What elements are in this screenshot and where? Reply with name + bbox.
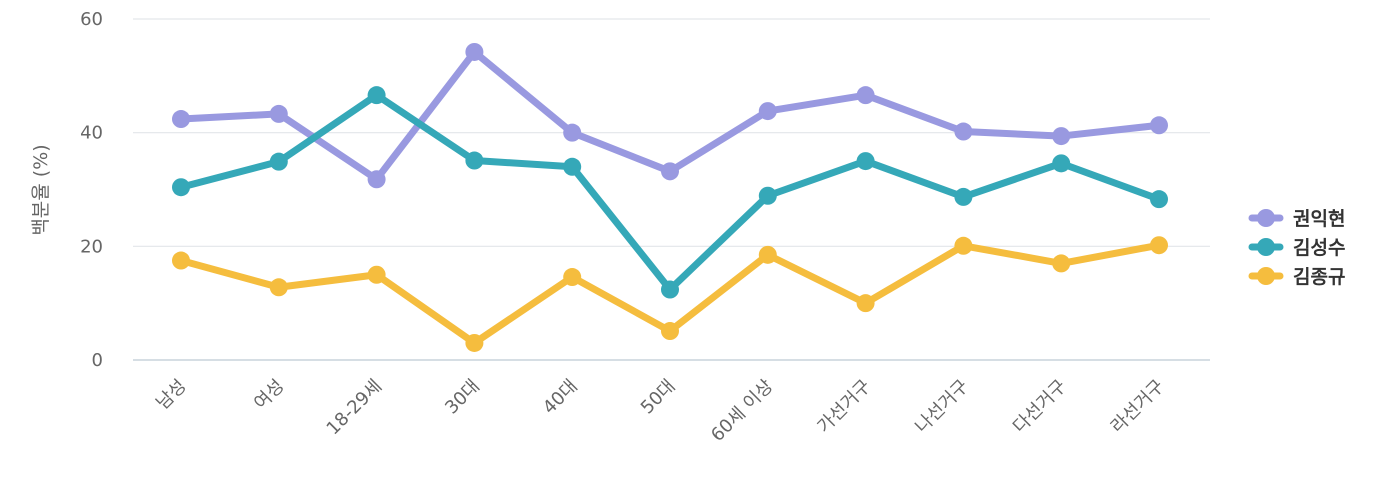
y-tick-label: 60	[80, 9, 103, 30]
data-point[interactable]	[954, 187, 973, 206]
data-point[interactable]	[367, 170, 386, 189]
x-tick-label: 40대	[539, 376, 582, 419]
series-2	[172, 86, 1168, 299]
legend-label: 김성수	[1293, 237, 1345, 259]
data-point[interactable]	[1052, 254, 1071, 273]
data-point[interactable]	[1150, 236, 1168, 255]
data-point[interactable]	[465, 151, 484, 170]
legend-item-2[interactable]: 김성수	[1248, 237, 1345, 259]
data-point[interactable]	[465, 42, 484, 61]
y-axis: 0 20 40 60 백분율 (%)	[30, 9, 103, 371]
data-point[interactable]	[367, 265, 386, 284]
x-tick-label: 30대	[441, 376, 484, 419]
data-point[interactable]	[465, 333, 484, 352]
legend-item-1[interactable]: 권익현	[1248, 208, 1345, 230]
x-tick-label: 다선거구	[1009, 376, 1071, 438]
data-point[interactable]	[661, 162, 679, 181]
legend-item-3[interactable]: 김종규	[1248, 266, 1345, 288]
x-tick-label: 60세 이상	[707, 376, 777, 446]
data-point[interactable]	[661, 322, 679, 341]
data-point[interactable]	[661, 280, 679, 299]
x-tick-label: 50대	[637, 376, 680, 419]
x-axis: 남성 여성 18-29세 30대 40대 50대 60세 이상 가선거구 나선거구 다선거구 라선거…	[152, 376, 1168, 446]
series-3	[172, 236, 1168, 352]
data-point[interactable]	[856, 152, 875, 171]
data-point[interactable]	[172, 110, 190, 129]
series-1	[172, 42, 1168, 189]
grid-lines	[133, 18, 1210, 361]
data-point[interactable]	[367, 86, 386, 105]
x-tick-label: 라선거구	[1107, 376, 1169, 438]
data-point[interactable]	[856, 294, 875, 313]
data-point[interactable]	[563, 157, 582, 176]
data-point[interactable]	[172, 178, 190, 197]
data-point[interactable]	[1052, 127, 1071, 146]
data-point[interactable]	[954, 122, 973, 141]
data-point[interactable]	[269, 278, 288, 297]
legend-label: 김종규	[1293, 266, 1345, 288]
legend-swatch-marker	[1257, 238, 1275, 256]
y-tick-label: 20	[80, 236, 103, 257]
x-tick-label: 나선거구	[911, 376, 973, 438]
data-point[interactable]	[1150, 190, 1168, 209]
x-tick-label: 18-29세	[323, 376, 387, 440]
legend-swatch-marker	[1257, 267, 1275, 285]
y-tick-label: 40	[80, 123, 103, 144]
data-point[interactable]	[269, 104, 288, 123]
series-group	[172, 42, 1168, 352]
data-point[interactable]	[269, 152, 288, 171]
data-point[interactable]	[758, 186, 777, 205]
data-point[interactable]	[563, 268, 582, 287]
x-tick-label: 가선거구	[813, 376, 875, 438]
data-point[interactable]	[856, 86, 875, 105]
x-tick-label: 남성	[152, 376, 190, 414]
data-point[interactable]	[1150, 116, 1168, 135]
data-point[interactable]	[563, 123, 582, 142]
legend-label: 권익현	[1293, 208, 1345, 230]
series-line	[177, 48, 1163, 183]
x-tick-label: 여성	[250, 376, 288, 414]
y-tick-label: 0	[92, 350, 103, 371]
data-point[interactable]	[1052, 154, 1071, 173]
data-point[interactable]	[758, 245, 777, 264]
data-point[interactable]	[172, 251, 190, 270]
legend-swatch-marker	[1257, 209, 1275, 227]
data-point[interactable]	[954, 236, 973, 255]
y-axis-title: 백분율 (%)	[30, 144, 52, 235]
series-line	[177, 91, 1163, 294]
data-point[interactable]	[758, 102, 777, 121]
